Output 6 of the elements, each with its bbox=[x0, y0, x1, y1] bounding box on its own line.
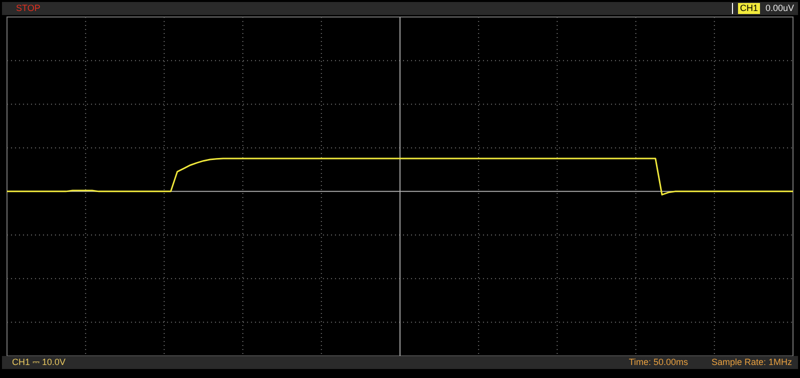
text: STOP bbox=[16, 2, 40, 15]
text: CH1 bbox=[738, 3, 760, 14]
text: CH1 ⎓ 10.0V bbox=[12, 356, 66, 369]
text: 0.00uV bbox=[765, 2, 794, 15]
text: Sample Rate: 1MHz bbox=[711, 356, 792, 369]
text: Time: 50.00ms bbox=[628, 356, 688, 369]
